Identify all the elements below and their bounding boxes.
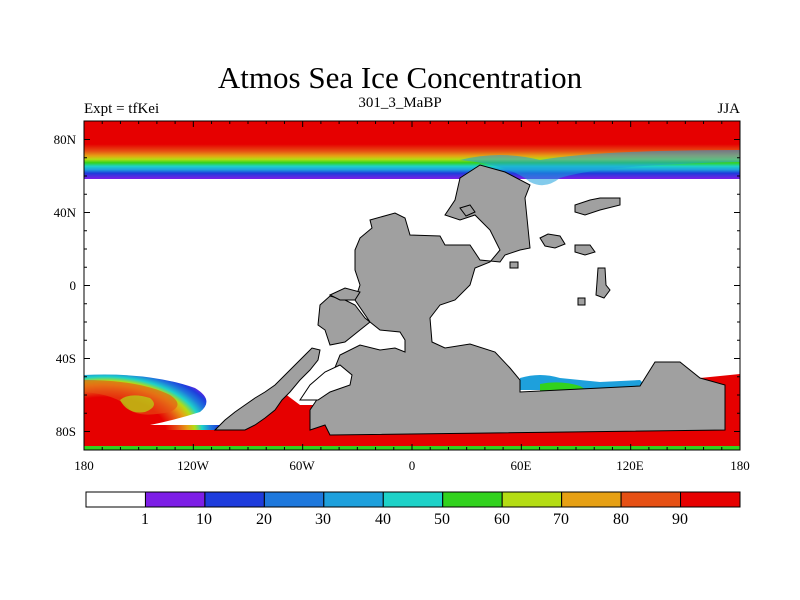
lat-label-40s: 40S [56, 351, 76, 366]
colorbar-swatch [561, 491, 622, 508]
colorbar-swatch [442, 491, 503, 508]
lon-label-180w: 180 [74, 458, 94, 473]
cb-label-50: 50 [434, 511, 450, 528]
lon-label-120w: 120W [177, 458, 210, 473]
lon-label-0: 0 [409, 458, 416, 473]
interior-sea [299, 364, 353, 401]
cb-label-10: 10 [196, 511, 212, 528]
season-label: JJA [717, 101, 740, 117]
colorbar-swatch [263, 491, 325, 508]
north-sea-ice [84, 121, 740, 186]
cb-label-70: 70 [553, 511, 569, 528]
time-label: 301_3_MaBP [358, 95, 442, 111]
lat-label-0: 0 [70, 278, 77, 293]
lon-labels: 180 120W 60W 0 60E 120E 180 [74, 458, 750, 473]
colorbar-swatch [382, 491, 444, 508]
cb-label-60: 60 [494, 511, 510, 528]
cb-label-80: 80 [613, 511, 629, 528]
colorbar-swatch [323, 491, 384, 508]
colorbar-swatch [204, 491, 265, 508]
lat-labels: 80N 40N 0 40S 80S [54, 132, 77, 439]
colorbar-swatch [144, 491, 206, 508]
lon-label-180e: 180 [730, 458, 750, 473]
cb-label-40: 40 [375, 511, 391, 528]
lon-label-60w: 60W [289, 458, 315, 473]
cb-label-1: 1 [141, 511, 149, 528]
colorbar-labels: 1 10 20 30 40 50 60 70 80 90 [141, 511, 688, 528]
lon-label-60e: 60E [511, 458, 532, 473]
cb-label-20: 20 [256, 511, 272, 528]
land-masses [213, 164, 726, 436]
lon-label-120e: 120E [616, 458, 644, 473]
cb-label-30: 30 [315, 511, 331, 528]
colorbar-swatch [680, 491, 741, 508]
lat-label-80n: 80N [54, 132, 77, 147]
lat-label-40n: 40N [54, 205, 77, 220]
colorbar-swatch [620, 491, 682, 508]
colorbar-swatch [85, 491, 146, 508]
colorbar-swatch [501, 491, 563, 508]
map-title: Atmos Sea Ice Concentration [217, 60, 583, 95]
lat-label-80s: 80S [56, 424, 76, 439]
colorbar [85, 491, 741, 508]
axis-ticks [83, 121, 741, 450]
experiment-label: Expt = tfKei [84, 101, 160, 117]
cb-label-90: 90 [672, 511, 688, 528]
